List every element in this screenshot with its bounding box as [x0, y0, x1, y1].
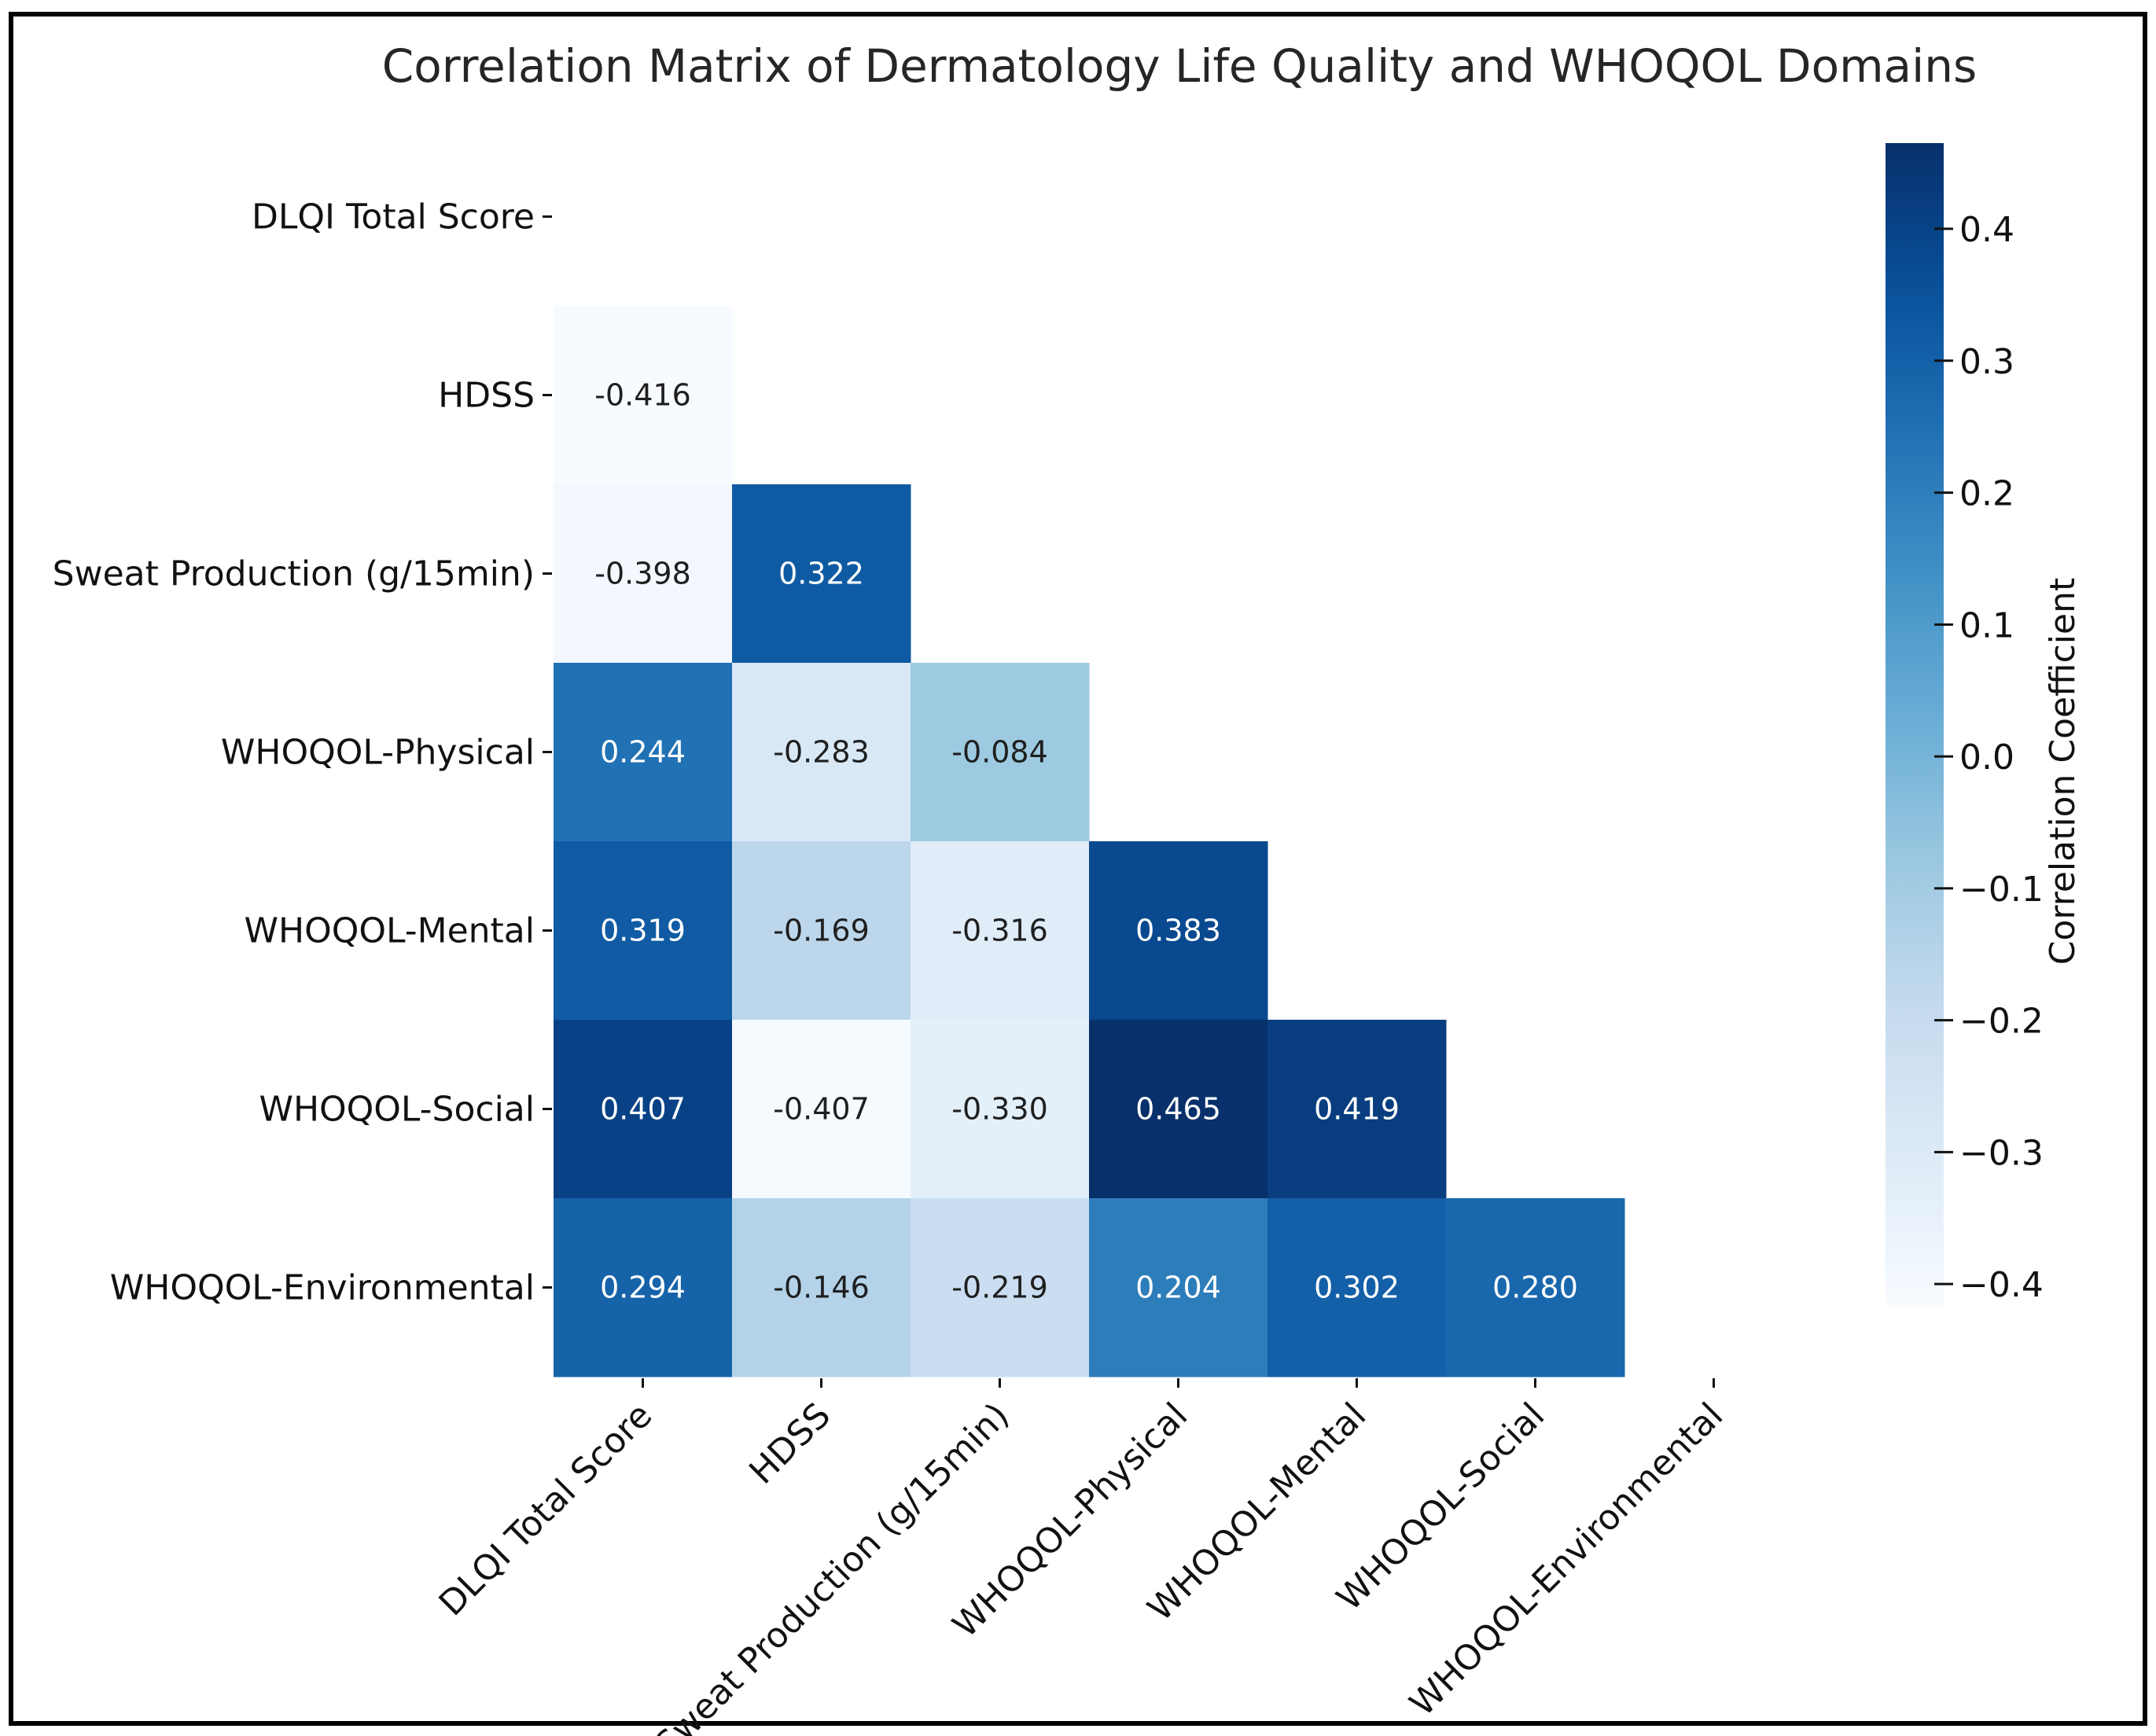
cell-value-label: 0.419	[1314, 1092, 1400, 1127]
heatmap-cell	[554, 841, 733, 1021]
heatmap-cell	[732, 1198, 911, 1377]
heatmap-cell	[732, 841, 911, 1021]
cell-value-label: 0.294	[600, 1271, 686, 1305]
heatmap-cell	[911, 663, 1090, 842]
cell-value-label: -0.146	[773, 1271, 870, 1305]
cell-value-label: -0.416	[594, 378, 691, 413]
y-tick-label: WHOQOL-Physical	[221, 733, 535, 773]
colorbar-gradient	[1886, 143, 1944, 1305]
colorbar-tick-label: 0.2	[1959, 474, 2014, 514]
cell-value-label: -0.407	[773, 1092, 870, 1127]
cell-value-label: 0.204	[1135, 1271, 1221, 1305]
heatmap-cell	[1446, 1198, 1625, 1377]
heatmap-cell	[554, 1198, 733, 1377]
heatmap-cell	[732, 484, 911, 664]
heatmap-cell	[554, 484, 733, 664]
y-tick-label: WHOQOL-Social	[259, 1090, 535, 1130]
colorbar-tick-label: −0.4	[1959, 1265, 2044, 1305]
heatmap-cell	[911, 841, 1090, 1021]
y-tick-label: WHOQOL-Mental	[245, 911, 535, 951]
colorbar-tick-label: 0.4	[1959, 210, 2014, 250]
heatmap-cell	[911, 1020, 1090, 1199]
colorbar-tick-label: 0.0	[1959, 737, 2014, 778]
heatmap-cell	[911, 1198, 1090, 1377]
colorbar-tick-label: −0.2	[1959, 1002, 2044, 1042]
colorbar: 0.4 0.3 0.2 0.1 0.0 −0.1 −0.2 −0.3 −0.4 Correlati…	[1886, 143, 2083, 1305]
y-tick-label: Sweat Production (g/15min)	[53, 554, 535, 594]
chart-title: Correlation Matrix of Dermatology Life Q…	[382, 39, 1977, 93]
heatmap-cell	[1089, 1020, 1268, 1199]
cell-value-label: 0.322	[778, 557, 864, 591]
cell-value-label: -0.169	[773, 914, 870, 948]
heatmap-cells: -0.416 -0.398 0.322 0.244 -0.283 -0.084 0.319 -…	[554, 306, 1625, 1377]
cell-value-label: 0.465	[1135, 1092, 1221, 1127]
heatmap-cell	[1089, 1198, 1268, 1377]
heatmap-cell	[1267, 1020, 1447, 1199]
y-tick-label: HDSS	[438, 376, 535, 416]
heatmap-cell	[554, 1020, 733, 1199]
colorbar-tick-label: −0.3	[1959, 1133, 2044, 1173]
cell-value-label: -0.219	[951, 1271, 1048, 1305]
heatmap-cell	[554, 663, 733, 842]
cell-value-label: 0.244	[600, 735, 686, 770]
cell-value-label: 0.319	[600, 914, 686, 948]
heatmap-cell	[1089, 841, 1268, 1021]
cell-value-label: -0.398	[594, 557, 691, 591]
y-axis: DLQI Total Score HDSS Sweat Production (g/…	[53, 197, 552, 1308]
cell-value-label: 0.302	[1314, 1271, 1400, 1305]
y-tick-label: DLQI Total Score	[252, 197, 535, 237]
cell-value-label: -0.316	[951, 914, 1048, 948]
cell-value-label: 0.407	[600, 1092, 686, 1127]
cell-value-label: 0.280	[1492, 1271, 1578, 1305]
heatmap-cell	[1267, 1198, 1447, 1377]
heatmap-cell	[554, 306, 733, 485]
colorbar-tick-label: 0.3	[1959, 342, 2014, 382]
cell-value-label: -0.283	[773, 735, 870, 770]
cell-value-label: 0.383	[1135, 914, 1221, 948]
cell-value-label: -0.084	[951, 735, 1048, 770]
colorbar-label: Correlation Coefficient	[2043, 578, 2083, 965]
cell-value-label: -0.330	[951, 1092, 1048, 1127]
y-tick-label: WHOQOL-Environmental	[110, 1268, 535, 1308]
colorbar-tick-label: 0.1	[1959, 605, 2014, 645]
heatmap-cell	[732, 1020, 911, 1199]
heatmap-cell	[732, 663, 911, 842]
colorbar-tick-label: −0.1	[1959, 870, 2044, 910]
